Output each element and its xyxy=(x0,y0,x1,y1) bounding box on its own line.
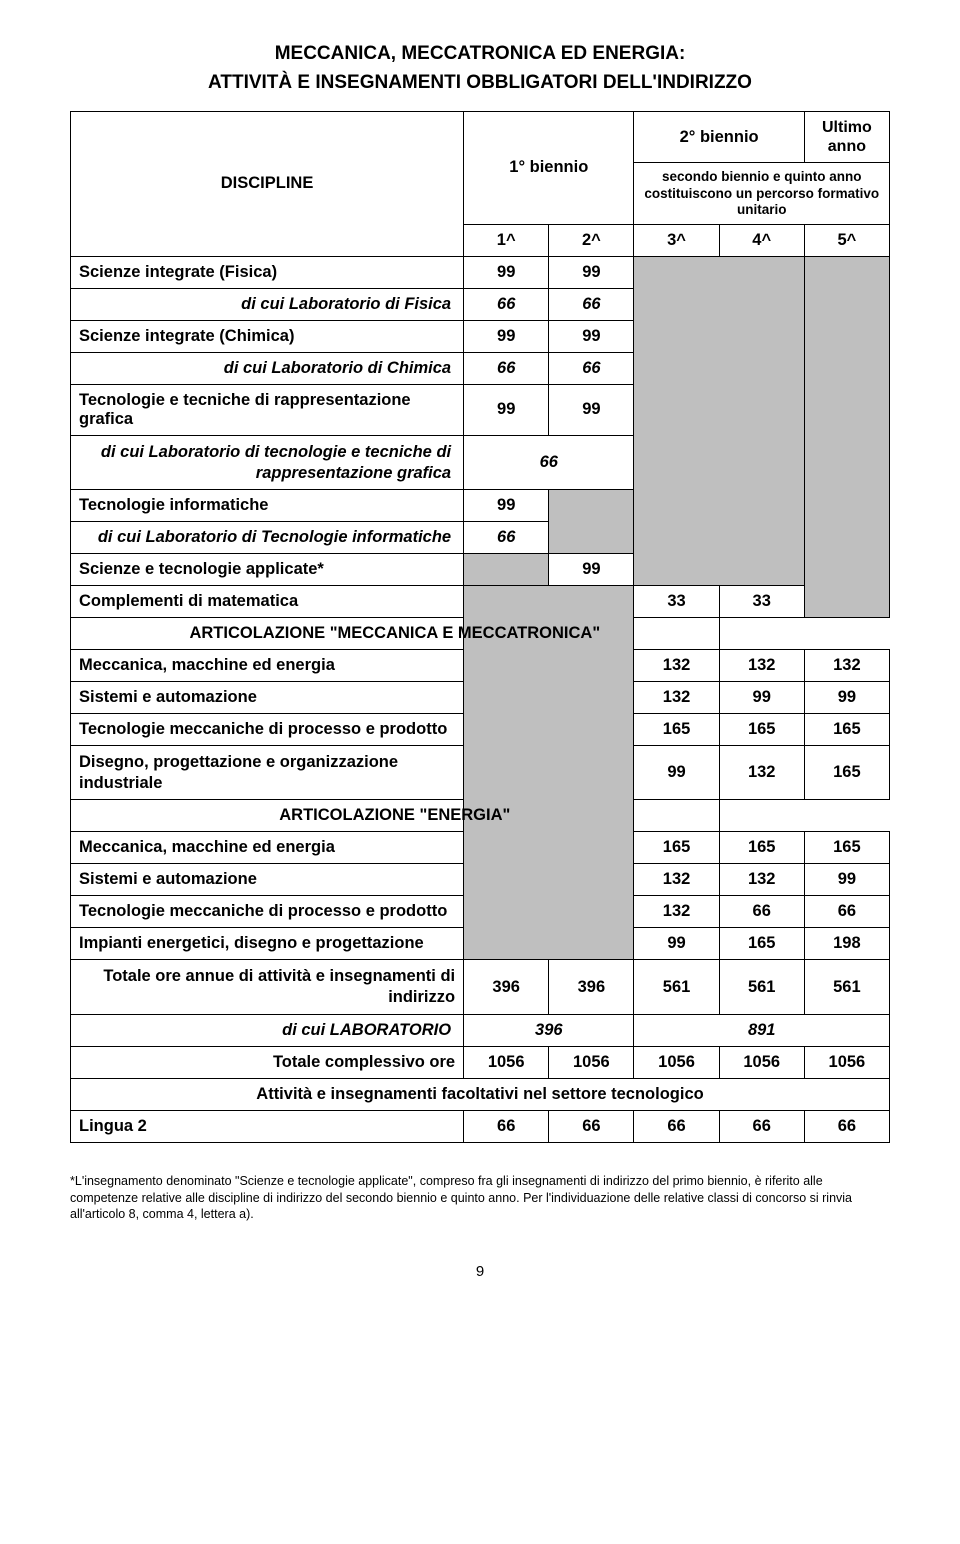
hdr-y2: 2^ xyxy=(549,224,634,256)
hdr-note: secondo biennio e quinto anno costituisc… xyxy=(634,163,890,225)
curriculum-table: DISCIPLINE 1° biennio 2° biennio Ultimo … xyxy=(70,111,890,1143)
hdr-y4: 4^ xyxy=(719,224,804,256)
title-line2: ATTIVITÀ E INSEGNAMENTI OBBLIGATORI DELL… xyxy=(208,72,752,93)
row-fisica: Scienze integrate (Fisica) 99 99 xyxy=(71,256,890,288)
hdr-ultimo-anno: Ultimo anno xyxy=(804,112,889,163)
hdr-biennio2: 2° biennio xyxy=(634,112,804,163)
hdr-y5: 5^ xyxy=(804,224,889,256)
title-line1: MECCANICA, MECCATRONICA ED ENERGIA: xyxy=(275,43,686,64)
page-number: 9 xyxy=(70,1263,890,1280)
page: MECCANICA, MECCATRONICA ED ENERGIA: ATTI… xyxy=(0,0,960,1310)
hdr-discipline: DISCIPLINE xyxy=(71,112,464,257)
row-section-mm: ARTICOLAZIONE "MECCANICA E MECCATRONICA" xyxy=(71,618,890,650)
hdr-y3: 3^ xyxy=(634,224,719,256)
doc-title: MECCANICA, MECCATRONICA ED ENERGIA: ATTI… xyxy=(70,40,890,97)
row-section-en: ARTICOLAZIONE "ENERGIA" xyxy=(71,800,890,832)
row-totind: Totale ore annue di attività e insegname… xyxy=(71,960,890,1014)
row-totc: Totale complessivo ore 1056 1056 1056 10… xyxy=(71,1046,890,1078)
row-compl: Complementi di matematica 33 33 xyxy=(71,586,890,618)
grey-block-5a xyxy=(804,256,889,617)
footnote: *L'insegnamento denominato "Scienze e te… xyxy=(70,1173,890,1224)
row-lingua2: Lingua 2 66 66 66 66 66 xyxy=(71,1110,890,1142)
grey-block-345a xyxy=(634,256,804,585)
row-section-facolt: Attività e insegnamenti facoltativi nel … xyxy=(71,1078,890,1110)
hdr-y1: 1^ xyxy=(464,224,549,256)
hdr-biennio1: 1° biennio xyxy=(464,112,634,225)
header-row-1: DISCIPLINE 1° biennio 2° biennio Ultimo … xyxy=(71,112,890,163)
row-lab: di cui LABORATORIO 396 891 xyxy=(71,1014,890,1046)
grey-tinf-y2 xyxy=(549,490,634,554)
grey-sta-y1 xyxy=(464,554,549,586)
